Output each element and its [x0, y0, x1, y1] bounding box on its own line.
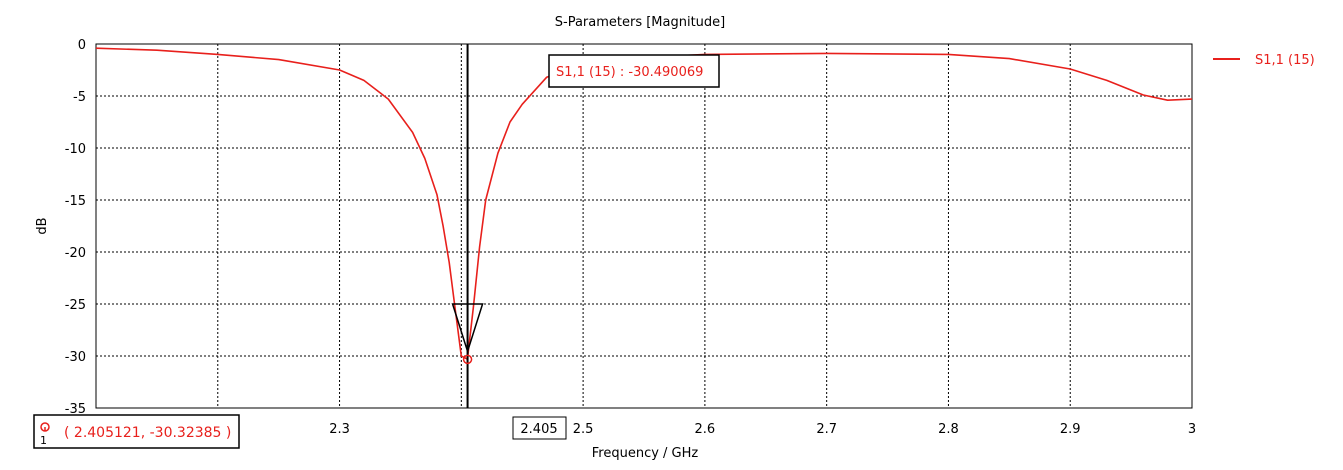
- marker-readout: 1 ( 2.405121, -30.32385 ): [33, 414, 240, 449]
- x-tick-label: 2.6: [695, 422, 716, 437]
- marker-x-readout-box: [512, 416, 567, 440]
- x-tick-label: 2.3: [329, 422, 350, 437]
- marker-annotation: S1,1 (15) : -30.490069: [548, 54, 720, 88]
- x-tick-label: 3: [1188, 422, 1196, 437]
- chart-title: S-Parameters [Magnitude]: [555, 15, 726, 30]
- marker-x-readout-text: 2.405: [520, 422, 557, 437]
- y-axis-label: dB: [35, 217, 50, 234]
- y-tick-label: -35: [65, 402, 86, 417]
- y-tick-label: -5: [73, 90, 86, 105]
- marker-point-icon: [462, 354, 473, 365]
- marker-triangle-icon[interactable]: [451, 303, 484, 354]
- y-tick-label: -10: [65, 142, 86, 157]
- y-tick-label: -20: [65, 246, 86, 261]
- y-tick-label: -15: [65, 194, 86, 209]
- marker-x-readout: 2.405: [512, 416, 567, 440]
- x-tick-label: 2.9: [1060, 422, 1081, 437]
- y-tick-labels: 0 -5 -10 -15 -20 -25 -30 -35: [65, 38, 86, 417]
- x-axis-label: Frequency / GHz: [592, 446, 699, 461]
- marker-readout-text: ( 2.405121, -30.32385 ): [64, 425, 231, 441]
- marker-id: 1: [40, 434, 47, 447]
- legend-label: S1,1 (15): [1255, 53, 1315, 68]
- series-line: [95, 47, 1193, 360]
- x-tick-label: 2.7: [816, 422, 837, 437]
- annotation-box: [548, 54, 720, 88]
- x-tick-label: 2.8: [938, 422, 959, 437]
- x-tick-labels: 2.22.32.52.62.72.82.93: [207, 422, 1196, 437]
- marker-readout-box: [33, 414, 240, 449]
- y-tick-label: -25: [65, 298, 86, 313]
- series-layer: [95, 47, 1193, 360]
- x-tick-label: 2.5: [573, 422, 594, 437]
- plot-frame: [95, 43, 1193, 409]
- y-tick-label: 0: [78, 38, 86, 53]
- legend[interactable]: S1,1 (15): [1213, 53, 1315, 68]
- annotation-text: S1,1 (15) : -30.490069: [556, 65, 703, 80]
- y-tick-label: -30: [65, 350, 86, 365]
- grid: [96, 44, 1192, 408]
